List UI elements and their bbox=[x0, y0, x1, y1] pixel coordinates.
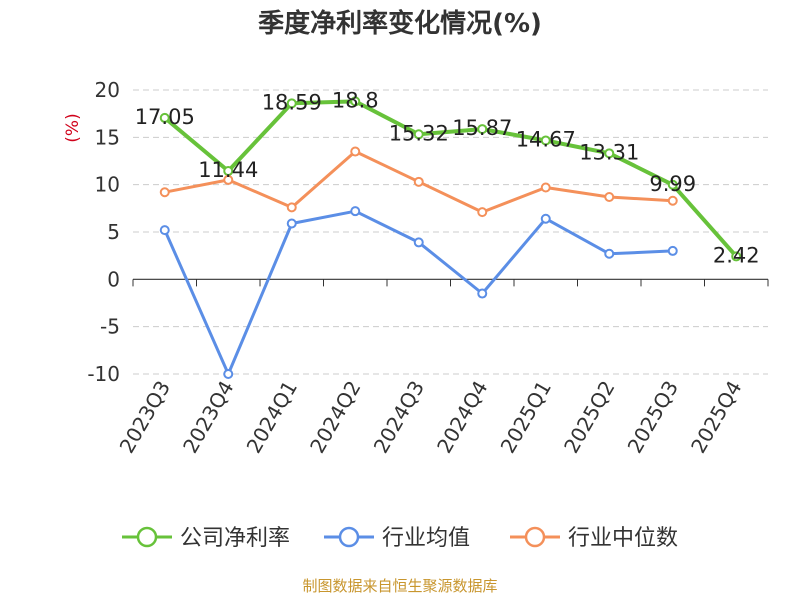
x-tick-label: 2024Q1 bbox=[242, 377, 302, 458]
data-label: 17.05 bbox=[135, 105, 195, 129]
x-tick-label: 2025Q2 bbox=[559, 377, 619, 458]
y-tick-label: 5 bbox=[107, 220, 120, 244]
y-tick-label: -10 bbox=[87, 362, 120, 386]
data-point bbox=[159, 187, 170, 198]
y-tick-label: 20 bbox=[95, 78, 120, 102]
legend-label: 公司净利率 bbox=[180, 526, 290, 551]
data-label: 15.32 bbox=[389, 121, 449, 145]
y-tick-label: 10 bbox=[95, 173, 120, 197]
data-point bbox=[286, 202, 297, 213]
data-point bbox=[286, 98, 297, 109]
x-tick-label: 2024Q3 bbox=[369, 377, 429, 458]
data-label: 18.8 bbox=[332, 88, 379, 112]
data-point bbox=[286, 218, 297, 229]
data-point bbox=[413, 176, 424, 187]
data-label: 9.99 bbox=[649, 172, 696, 196]
data-label: 15.87 bbox=[452, 116, 512, 140]
data-point bbox=[413, 129, 424, 140]
data-point bbox=[350, 206, 361, 217]
data-point bbox=[477, 124, 488, 135]
chart-title: 季度净利率变化情况(%) bbox=[258, 8, 542, 39]
source-note: 制图数据来自恒生聚源数据库 bbox=[302, 577, 497, 595]
legend-label: 行业中位数 bbox=[568, 526, 678, 551]
data-label: 13.31 bbox=[579, 140, 639, 164]
x-tick-label: 2023Q3 bbox=[115, 377, 175, 458]
data-point bbox=[223, 369, 234, 379]
legend: 公司净利率 行业均值 行业中位数 bbox=[122, 526, 678, 551]
series-group bbox=[159, 96, 742, 379]
data-point bbox=[159, 225, 170, 236]
data-point bbox=[350, 146, 361, 157]
data-label: 2.42 bbox=[713, 243, 760, 267]
data-point bbox=[540, 213, 551, 224]
data-point bbox=[350, 96, 361, 107]
y-tick-label: 0 bbox=[107, 267, 120, 291]
x-tick-label: 2024Q4 bbox=[432, 377, 492, 458]
series-line-1 bbox=[163, 209, 673, 376]
data-point bbox=[159, 112, 170, 123]
legend-marker bbox=[338, 526, 360, 548]
x-tick-label: 2025Q3 bbox=[623, 377, 683, 458]
data-point bbox=[604, 148, 615, 159]
x-axis: 2023Q3 2023Q4 2024Q1 2024Q2 2024Q3 2024Q4 2025… bbox=[115, 278, 769, 458]
data-point bbox=[604, 191, 615, 202]
data-point bbox=[413, 237, 424, 248]
data-point bbox=[604, 248, 615, 259]
x-tick-label: 2025Q1 bbox=[496, 377, 556, 458]
data-point bbox=[477, 207, 488, 218]
data-label: 11.44 bbox=[198, 158, 258, 182]
y-tick-label: 15 bbox=[95, 125, 120, 149]
data-point bbox=[223, 174, 234, 185]
y-tick-label: -5 bbox=[100, 315, 120, 339]
data-point bbox=[731, 251, 742, 262]
x-tick-label: 2023Q4 bbox=[178, 377, 238, 458]
y-axis-label: (%) bbox=[63, 113, 83, 142]
series-line-0 bbox=[163, 99, 738, 258]
data-point bbox=[477, 288, 488, 299]
data-point bbox=[540, 182, 551, 193]
data-label: 18.59 bbox=[262, 90, 322, 114]
x-tick-label: 2025Q4 bbox=[686, 377, 746, 458]
data-point bbox=[667, 179, 678, 190]
legend-marker bbox=[136, 526, 158, 548]
legend-label: 行业均值 bbox=[382, 526, 470, 551]
data-point bbox=[540, 135, 551, 146]
legend-marker bbox=[524, 526, 546, 548]
data-point bbox=[667, 245, 678, 256]
data-label: 14.67 bbox=[516, 127, 576, 151]
data-point bbox=[667, 195, 678, 206]
x-tick-label: 2024Q2 bbox=[305, 377, 365, 458]
y-axis: 20 15 10 5 0 -5 -10 bbox=[87, 78, 120, 386]
